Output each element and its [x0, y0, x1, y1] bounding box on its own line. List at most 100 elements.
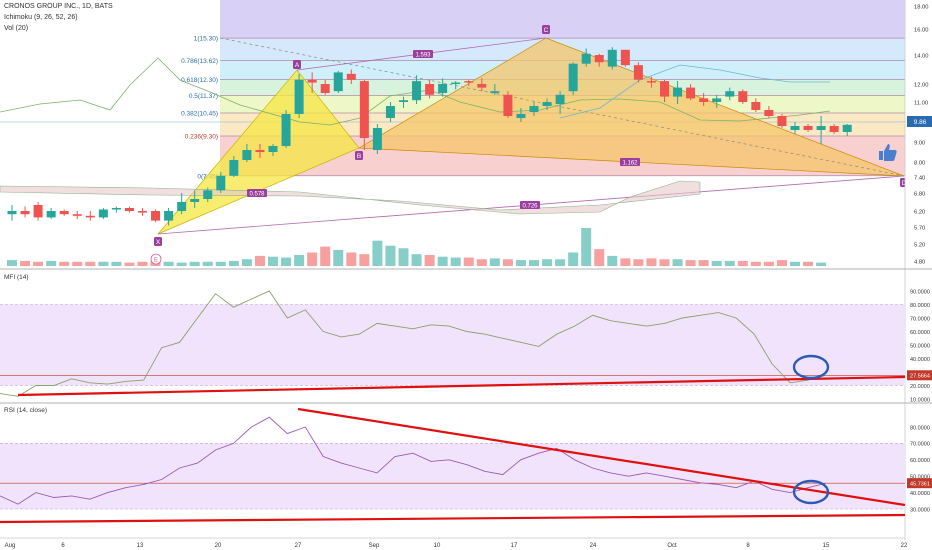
price-axis-tick-label: 11.00	[914, 100, 928, 106]
candle-body	[738, 91, 748, 102]
volume-bar	[124, 262, 135, 266]
candle-body	[151, 211, 161, 221]
pattern-point-marker	[154, 237, 162, 246]
volume-bar	[529, 260, 539, 266]
volume-bar	[515, 260, 526, 266]
volume-bar	[790, 261, 800, 266]
candle-body	[46, 211, 56, 218]
candle-body	[307, 79, 317, 83]
candle-body	[229, 160, 239, 176]
chart-symbol-title: CRONOS GROUP INC., 1D, BATS	[4, 3, 113, 10]
time-axis-tick-label: 20	[215, 543, 222, 549]
volume-bar	[189, 261, 200, 266]
volume-bar	[803, 261, 814, 266]
mfi-value-tag	[907, 370, 932, 381]
pattern-dashed-line	[219, 37, 905, 177]
fib-level-label: 0.786(13.62)	[181, 58, 218, 65]
rsi-value-tag	[907, 478, 932, 489]
time-axis-tick-label: 10	[434, 543, 441, 549]
mfi-axis-tick-label: 10.0000	[910, 397, 930, 403]
candle-body	[359, 81, 369, 138]
time-axis-tick-label: Aug	[5, 543, 16, 549]
candle-body	[477, 84, 487, 88]
volume-bar	[359, 254, 370, 266]
ichimoku-conversion-line	[559, 64, 830, 119]
volume-bar	[85, 261, 96, 266]
candle-body	[660, 81, 669, 97]
candle-body	[607, 49, 617, 67]
candle-body	[255, 150, 265, 152]
volume-bar	[763, 261, 774, 266]
ichimoku-cloud	[0, 180, 701, 215]
volume-bar	[176, 262, 187, 266]
price-axis-tick-label: 5.20	[914, 242, 925, 248]
event-marker-circle	[150, 253, 162, 265]
volume-bar	[776, 260, 787, 266]
volume-bar	[254, 255, 265, 266]
rsi-axis-tick-label: 80.0000	[910, 425, 930, 431]
candle-body	[581, 53, 591, 64]
price-axis-tick-label: 5.70	[914, 225, 925, 231]
candle-body	[542, 102, 552, 106]
price-axis-tick-label: 6.20	[914, 209, 925, 215]
price-axis-tick-label: 14.00	[914, 53, 929, 59]
volume-bar	[268, 256, 278, 266]
volume-bar	[307, 252, 318, 266]
volume-bar	[437, 256, 448, 266]
volume-bar	[294, 255, 305, 266]
candle-body	[320, 84, 330, 93]
candle-body	[594, 55, 604, 63]
candle-body	[803, 126, 813, 130]
candle-body	[164, 211, 174, 221]
volume-bar	[698, 260, 709, 266]
mfi-axis-tick-label: 70.0000	[910, 316, 930, 322]
ichimoku-lagging-line	[0, 57, 831, 126]
rsi-axis-tick-label: 50.0000	[910, 475, 930, 481]
volume-bar	[72, 261, 83, 266]
ichimoku-indicator-label: Ichimoku (9, 26, 52, 26)	[4, 14, 78, 21]
candle-body	[751, 102, 761, 110]
volume-bar	[228, 260, 239, 266]
mfi-axis-tick-label: 20.0000	[910, 384, 930, 390]
thumbs-up-icon-shape	[879, 144, 897, 161]
candle-body	[699, 98, 709, 102]
price-axis-background	[905, 0, 932, 550]
candle-body	[829, 126, 839, 132]
candle-body	[399, 100, 408, 102]
candle-body	[568, 63, 578, 92]
volume-bar	[398, 248, 409, 266]
candle-body	[790, 126, 800, 130]
candle-body	[529, 106, 539, 112]
candle-body	[503, 94, 513, 116]
volume-bar	[633, 259, 644, 266]
candle-body	[59, 211, 69, 215]
time-axis-tick-label: 15	[823, 543, 830, 549]
volume-bar	[463, 257, 474, 266]
candle-body	[98, 209, 108, 218]
volume-bar	[241, 259, 252, 266]
rsi-axis-tick-label: 60.0000	[910, 458, 930, 464]
mfi-axis-tick-label: 60.0000	[910, 330, 930, 336]
volume-bar	[542, 259, 553, 266]
mfi-axis-tick-label: 40.0000	[910, 357, 930, 363]
volume-bar	[98, 261, 109, 266]
candle-body	[555, 94, 565, 104]
pattern-point-label: A	[295, 62, 300, 69]
mfi-band	[0, 304, 905, 386]
pattern-point-label: C	[544, 27, 549, 34]
pattern-ratio-box	[620, 158, 640, 166]
rsi-axis-tick-label: 40.0000	[910, 491, 930, 497]
candle-body	[438, 84, 448, 93]
volume-bar	[659, 259, 670, 266]
event-marker-label: E	[154, 258, 158, 264]
candle-body	[33, 205, 43, 218]
candle-body	[425, 84, 435, 95]
volume-bar	[737, 260, 748, 266]
volume-bar	[411, 254, 422, 266]
candle-body	[712, 98, 722, 102]
candle-body	[346, 73, 356, 80]
candle-body	[686, 87, 696, 99]
fib-band-top	[220, 0, 905, 39]
pattern-point-label: X	[156, 239, 161, 246]
